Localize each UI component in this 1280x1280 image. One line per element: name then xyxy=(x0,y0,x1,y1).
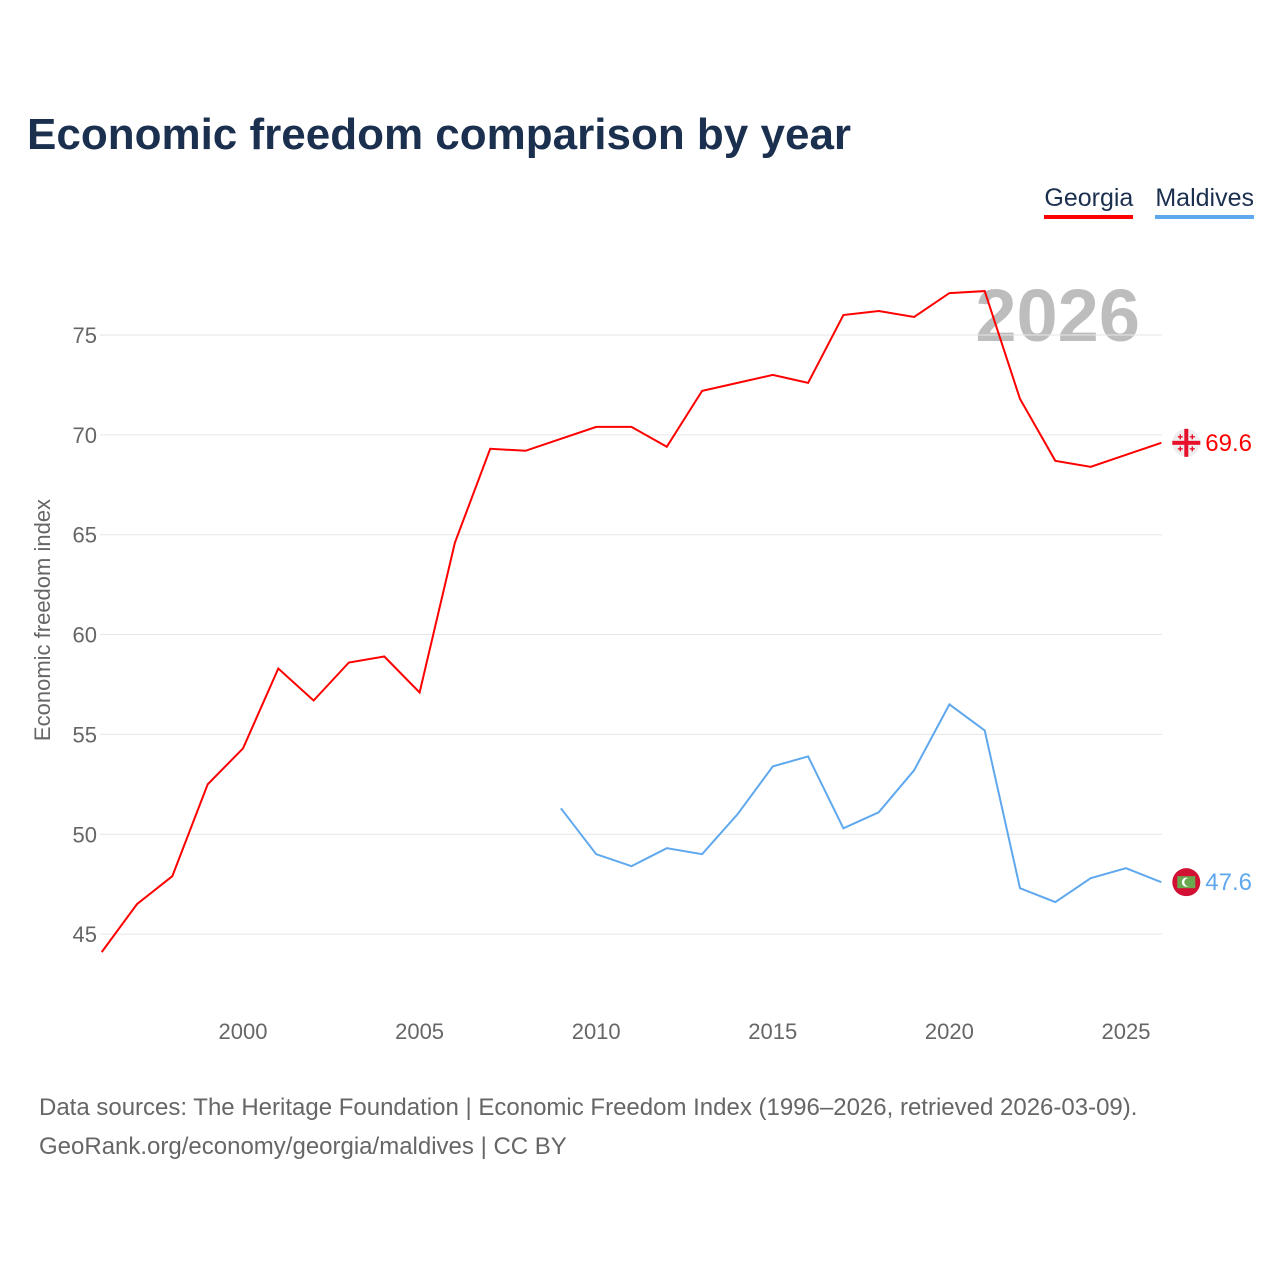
flag-crescent-cut xyxy=(1184,878,1193,887)
data-point-georgia xyxy=(912,315,916,319)
maldives-flag-icon xyxy=(1172,868,1201,897)
data-point-georgia xyxy=(347,661,351,665)
chart-title: Economic freedom comparison by year xyxy=(27,110,852,159)
data-point-maldives xyxy=(1089,876,1093,880)
data-point-georgia xyxy=(1159,441,1163,445)
data-point-georgia xyxy=(100,950,104,954)
data-point-maldives xyxy=(841,826,845,830)
data-point-georgia xyxy=(1124,453,1128,457)
data-point-georgia xyxy=(700,389,704,393)
data-point-georgia xyxy=(594,425,598,429)
data-point-georgia xyxy=(877,309,881,313)
data-point-maldives xyxy=(947,702,951,706)
source-line-2[interactable]: GeoRank.org/economy/georgia/maldives | C… xyxy=(39,1133,567,1160)
data-point-georgia xyxy=(947,291,951,295)
data-point-georgia xyxy=(453,541,457,545)
data-point-georgia xyxy=(806,381,810,385)
y-tick-label: 45 xyxy=(73,922,97,947)
flag-small-cross xyxy=(1191,434,1193,440)
x-tick-label: 2000 xyxy=(219,1019,268,1044)
data-point-georgia xyxy=(276,666,280,670)
data-point-georgia xyxy=(524,449,528,453)
data-point-georgia xyxy=(771,373,775,377)
data-point-georgia xyxy=(630,425,634,429)
data-point-georgia xyxy=(1053,459,1057,463)
end-value-label-maldives: 47.6 xyxy=(1205,869,1252,896)
legend-maldives[interactable]: Maldives xyxy=(1155,184,1254,219)
x-tick-label: 2020 xyxy=(925,1019,974,1044)
y-tick-label: 70 xyxy=(73,423,97,448)
x-tick-label: 2015 xyxy=(748,1019,797,1044)
data-point-georgia xyxy=(735,381,739,385)
data-point-maldives xyxy=(700,852,704,856)
data-point-maldives xyxy=(1159,880,1163,884)
series-line-georgia xyxy=(100,290,1162,953)
data-point-georgia xyxy=(135,902,139,906)
y-tick-label: 60 xyxy=(73,623,97,648)
data-point-georgia xyxy=(841,313,845,317)
data-point-georgia xyxy=(418,690,422,694)
data-point-maldives xyxy=(1018,886,1022,890)
legend-georgia[interactable]: Georgia xyxy=(1044,184,1134,219)
data-point-georgia xyxy=(1018,397,1022,401)
data-point-maldives xyxy=(806,754,810,758)
data-point-maldives xyxy=(1053,900,1057,904)
end-value-label-georgia: 69.6 xyxy=(1205,430,1252,457)
data-point-georgia xyxy=(983,289,987,293)
y-tick-label: 55 xyxy=(73,722,97,747)
data-point-maldives xyxy=(983,728,987,732)
flag-small-cross xyxy=(1179,434,1181,440)
series-line-maldives xyxy=(560,702,1162,904)
x-tick-label: 2005 xyxy=(395,1019,444,1044)
data-point-georgia xyxy=(665,445,669,449)
source-line-1: Data sources: The Heritage Foundation | … xyxy=(39,1094,1138,1121)
data-point-maldives xyxy=(630,864,634,868)
x-tick-label: 2010 xyxy=(572,1019,621,1044)
data-point-maldives xyxy=(1124,866,1128,870)
data-point-georgia xyxy=(488,447,492,451)
data-point-maldives xyxy=(665,846,669,850)
georgia-flag-icon xyxy=(1172,428,1201,457)
flag-small-cross xyxy=(1179,446,1181,452)
data-point-maldives xyxy=(594,852,598,856)
y-tick-label: 75 xyxy=(73,323,97,348)
data-point-maldives xyxy=(877,810,881,814)
x-tick-label: 2025 xyxy=(1102,1019,1151,1044)
flag-small-cross xyxy=(1191,446,1193,452)
data-point-maldives xyxy=(771,764,775,768)
flag-cross-v xyxy=(1184,428,1189,457)
y-tick-label: 65 xyxy=(73,523,97,548)
data-point-georgia xyxy=(206,782,210,786)
y-axis-label: Economic freedom index xyxy=(30,499,55,741)
data-point-georgia xyxy=(559,437,563,441)
legend: Georgia Maldives xyxy=(1044,184,1254,219)
data-point-maldives xyxy=(559,806,563,810)
y-tick-label: 50 xyxy=(73,822,97,847)
data-point-georgia xyxy=(312,698,316,702)
data-point-georgia xyxy=(1089,465,1093,469)
data-point-maldives xyxy=(912,768,916,772)
year-watermark: 2026 xyxy=(975,274,1140,357)
data-point-georgia xyxy=(241,746,245,750)
source-note: Data sources: The Heritage Foundation | … xyxy=(39,1088,1137,1166)
data-point-georgia xyxy=(170,874,174,878)
data-point-georgia xyxy=(382,655,386,659)
data-point-maldives xyxy=(735,812,739,816)
